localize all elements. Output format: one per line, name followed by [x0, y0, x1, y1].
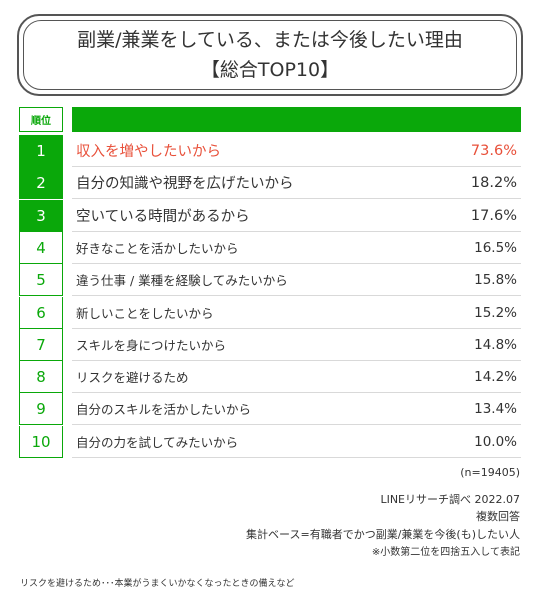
reason-percentage: 13.4% — [474, 400, 517, 417]
chart-title: 副業/兼業をしている、または今後したい理由 — [77, 29, 463, 51]
method-note: 複数回答 — [476, 510, 520, 523]
reason-percentage: 73.6% — [470, 142, 517, 159]
table-row: 違う仕事 / 業種を経験してみたいから 15.8% — [72, 264, 521, 296]
rank-cell: 9 — [19, 393, 63, 425]
title-box: 副業/兼業をしている、または今後したい理由 【総合TOP10】 — [17, 14, 523, 96]
reason-label: スキルを身につけたいから — [76, 338, 227, 353]
table-row: 好きなことを活かしたいから 16.5% — [72, 232, 521, 264]
rank-cell: 3 — [19, 200, 63, 232]
reason-percentage: 10.0% — [474, 433, 517, 450]
reason-label: 自分の力を試してみたいから — [76, 435, 239, 450]
reason-label: 好きなことを活かしたいから — [76, 241, 239, 256]
table-row: 自分のスキルを活かしたいから 13.4% — [72, 393, 521, 425]
reason-percentage: 14.2% — [474, 368, 517, 385]
reason-label: 自分の知識や視野を広げたいから — [76, 176, 294, 192]
table-row: 自分の力を試してみたいから 10.0% — [72, 426, 521, 458]
source-note: LINEリサーチ調べ 2022.07 — [380, 493, 520, 506]
reason-label: 自分のスキルを活かしたいから — [76, 402, 252, 417]
rank-column-header: 順位 — [19, 107, 63, 132]
footnote: リスクを避けるため･･･本業がうまくいかなくなったときの備えなど — [20, 579, 295, 589]
reason-percentage: 18.2% — [470, 174, 517, 191]
reason-percentage: 15.2% — [474, 304, 517, 321]
reason-label: 違う仕事 / 業種を経験してみたいから — [76, 273, 288, 288]
rank-cell: 10 — [19, 426, 63, 458]
reason-percentage: 16.5% — [474, 239, 517, 256]
table-row: 空いている時間があるから 17.6% — [72, 200, 521, 232]
reason-label: 新しいことをしたいから — [76, 306, 214, 321]
table-row: 新しいことをしたいから 15.2% — [72, 297, 521, 329]
table-row: 収入を増やしたいから 73.6% — [72, 135, 521, 167]
reason-label: リスクを避けるため — [76, 370, 189, 385]
reason-percentage: 17.6% — [470, 207, 517, 224]
rank-cell: 4 — [19, 232, 63, 264]
title-box-inner: 副業/兼業をしている、または今後したい理由 【総合TOP10】 — [23, 20, 517, 90]
chart-subtitle: 【総合TOP10】 — [200, 59, 340, 81]
rank-cell: 2 — [19, 167, 63, 199]
header-bar — [72, 107, 521, 132]
reason-percentage: 15.8% — [474, 271, 517, 288]
rank-cell: 6 — [19, 297, 63, 329]
rank-cell: 8 — [19, 361, 63, 393]
rounding-note: ※小数第二位を四捨五入して表記 — [371, 547, 520, 558]
rank-cell: 5 — [19, 264, 63, 296]
rank-cell: 1 — [19, 135, 63, 167]
rank-cell: 7 — [19, 329, 63, 361]
reason-label: 空いている時間があるから — [76, 209, 250, 225]
base-note: 集計ベース=有職者でかつ副業/兼業を今後(も)したい人 — [246, 528, 520, 541]
table-row: 自分の知識や視野を広げたいから 18.2% — [72, 167, 521, 199]
table-row: スキルを身につけたいから 14.8% — [72, 329, 521, 361]
sample-size-note: (n=19405) — [460, 466, 520, 479]
reason-percentage: 14.8% — [474, 336, 517, 353]
reason-label: 収入を増やしたいから — [76, 144, 221, 160]
table-row: リスクを避けるため 14.2% — [72, 361, 521, 393]
